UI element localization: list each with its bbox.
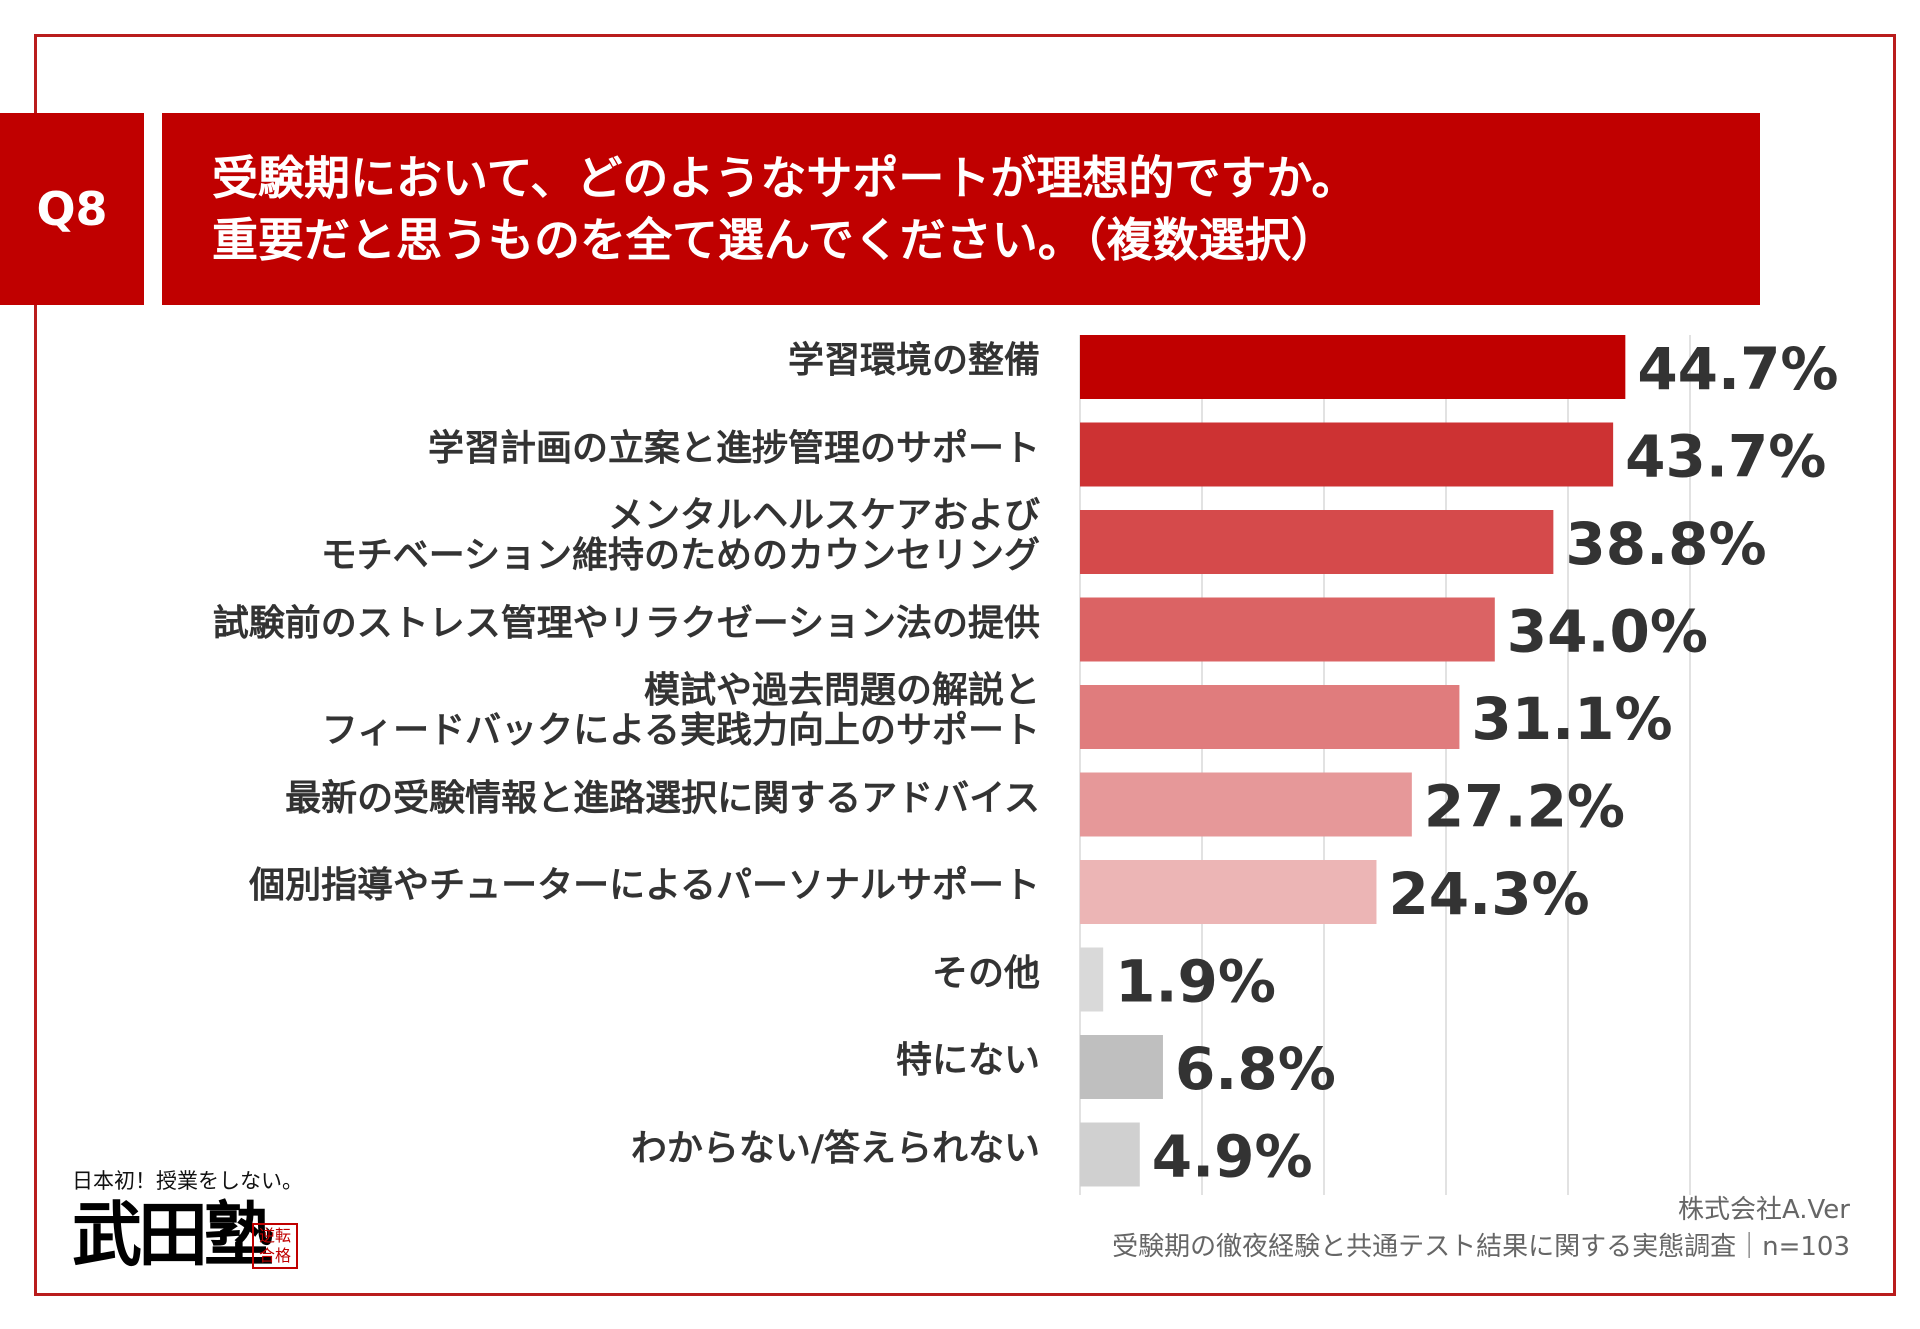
category-label-line: メンタルヘルスケアおよび: [607, 495, 1040, 536]
category-label: 個別指導やチューターによるパーソナルサポート: [249, 866, 1040, 906]
bar: [1080, 860, 1377, 924]
category-label-line: 学習環境の整備: [787, 340, 1040, 381]
category-label-line: モチベーション維持のためのカウンセリング: [320, 535, 1040, 576]
footer-company: 株式会社A.Ver: [1677, 1195, 1850, 1225]
category-label: その他: [931, 952, 1040, 994]
bar: [1080, 1035, 1163, 1099]
category-label-line: フィードバックによる実践力向上のサポート: [321, 710, 1040, 751]
value-label: 4.9%: [1152, 1123, 1313, 1191]
category-label-line: 模試や過去問題の解説と: [643, 670, 1040, 711]
bar: [1080, 422, 1614, 487]
logo-seal: 逆転合格: [252, 1223, 298, 1269]
logo-tagline: 日本初！授業をしない。: [72, 1169, 303, 1193]
value-label: 44.7%: [1637, 335, 1838, 403]
value-label: 1.9%: [1115, 948, 1276, 1016]
value-label: 27.2%: [1424, 773, 1625, 841]
category-label: わからない/答えられない: [630, 1127, 1040, 1169]
chart-frame: [34, 34, 1896, 1296]
footer-survey: 受験期の徹夜経験と共通テスト結果に関する実態調査｜n=103: [1112, 1232, 1850, 1262]
category-label-line: 試験前のストレス管理やリラクゼーション法の提供: [212, 602, 1040, 644]
bar: [1080, 947, 1104, 1012]
category-label: 学習計画の立案と進捗管理のサポート: [427, 427, 1040, 469]
category-label-line: 個別指導やチューターによるパーソナルサポート: [249, 865, 1040, 906]
value-label: 6.8%: [1175, 1035, 1336, 1103]
value-label: 24.3%: [1388, 860, 1589, 928]
bar: [1080, 1122, 1140, 1187]
value-label: 43.7%: [1625, 423, 1826, 491]
bar: [1080, 597, 1495, 662]
question-title-line2: 重要だと思うものを全て選んでください。（複数選択）: [212, 213, 1337, 267]
category-label: 学習環境の整備: [788, 341, 1040, 381]
category-label-line: その他: [931, 952, 1040, 994]
category-label-line: 学習計画の立案と進捗管理のサポート: [427, 427, 1040, 469]
bar: [1080, 510, 1554, 574]
question-number: Q8: [0, 113, 144, 305]
value-label: 34.0%: [1507, 598, 1708, 666]
category-label: 模試や過去問題の解説と フィードバックによる実践力向上のサポート: [322, 671, 1040, 751]
category-label: 特にない: [896, 1041, 1040, 1081]
question-title-line1: 受験期において、どのようなサポートが理想的ですか。: [212, 151, 1358, 205]
category-label: メンタルヘルスケアおよび モチベーション維持のためのカウンセリング: [321, 496, 1040, 576]
bar: [1080, 335, 1626, 399]
category-label-line: 特にない: [895, 1040, 1040, 1081]
takeda-juku-logo: 日本初！授業をしない。 武田塾 逆転合格: [72, 1165, 312, 1285]
category-label: 最新の受験情報と進路選択に関するアドバイス: [285, 777, 1040, 819]
category-label-line: わからない/答えられない: [630, 1127, 1040, 1169]
logo-name: 武田塾: [72, 1193, 274, 1276]
category-label-line: 最新の受験情報と進路選択に関するアドバイス: [285, 777, 1040, 819]
bar: [1080, 772, 1412, 837]
category-label: 試験前のストレス管理やリラクゼーション法の提供: [212, 602, 1040, 644]
bar: [1080, 685, 1460, 749]
value-label: 31.1%: [1471, 685, 1672, 753]
question-title: 受験期において、どのようなサポートが理想的ですか。 重要だと思うものを全て選んで…: [162, 113, 1760, 305]
value-label: 38.8%: [1565, 510, 1766, 578]
